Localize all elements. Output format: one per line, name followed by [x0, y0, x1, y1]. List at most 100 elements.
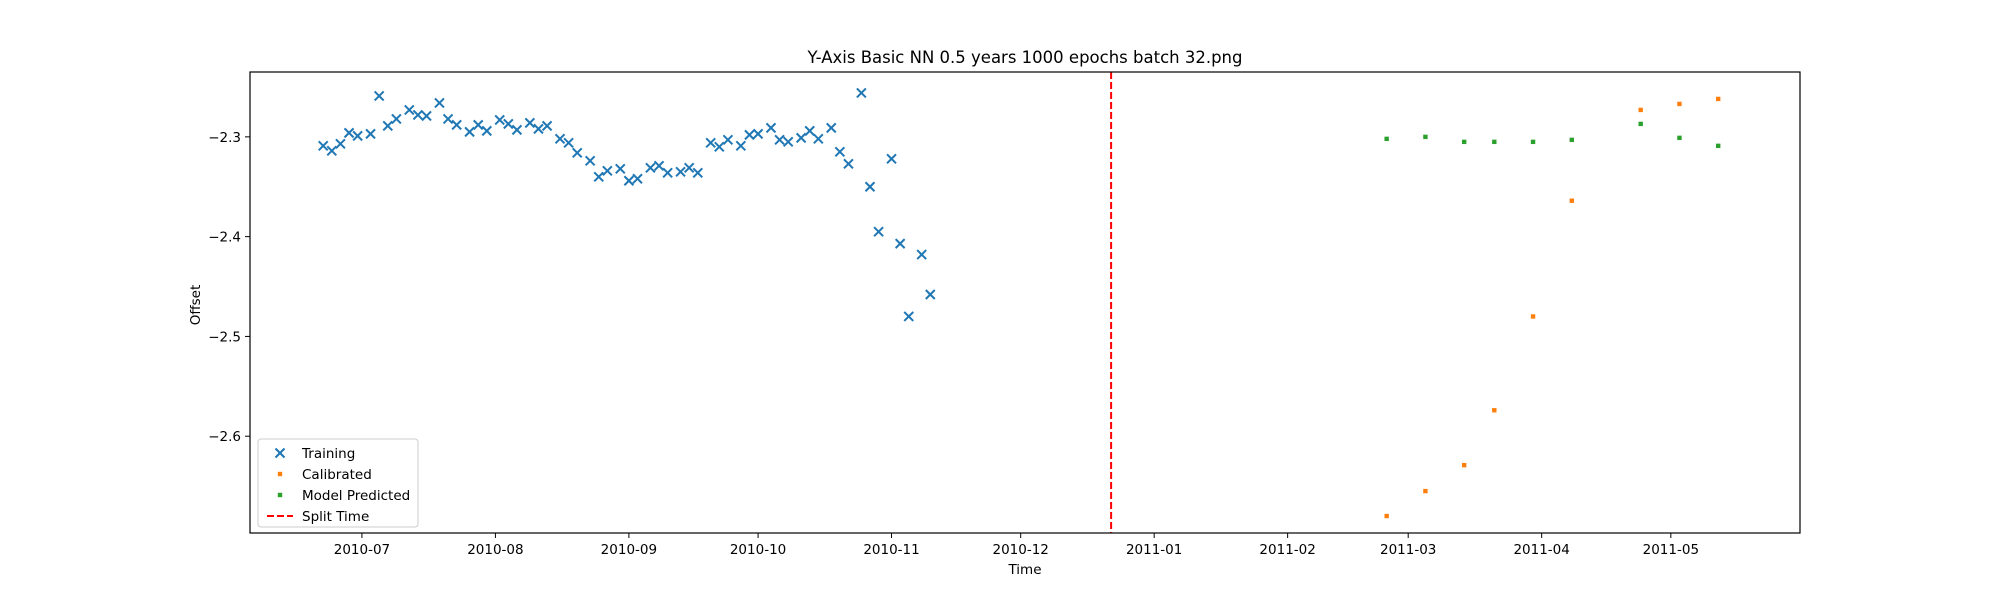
training-point	[503, 118, 514, 130]
legend-marker-calibrated	[277, 471, 283, 477]
training-point	[421, 110, 432, 122]
training-point	[916, 249, 927, 260]
calibrated-point	[1492, 408, 1497, 413]
calibrated-point	[1384, 513, 1389, 519]
training-point	[343, 127, 355, 139]
calibrated-point	[1715, 96, 1721, 102]
model-predicted-point	[1677, 135, 1682, 141]
training-point	[593, 171, 604, 182]
training-point	[464, 126, 475, 138]
model-predicted-point	[1423, 134, 1428, 140]
training-point	[744, 129, 755, 141]
calibrated-point	[1461, 462, 1467, 468]
training-point	[412, 109, 424, 121]
training-point	[584, 155, 596, 167]
x-tick-label: 2010-07	[334, 542, 390, 558]
training-point	[541, 120, 553, 132]
training-point	[804, 125, 815, 137]
training-point	[774, 134, 785, 146]
training-point	[572, 147, 583, 159]
training-point	[623, 175, 635, 186]
training-point	[481, 125, 493, 137]
model-predicted-point	[1569, 137, 1575, 143]
y-tick-label: −2.6	[208, 429, 241, 445]
calibrated-point	[1677, 101, 1682, 107]
calibrated-point	[1423, 488, 1428, 494]
training-point	[434, 97, 445, 109]
training-point	[352, 130, 363, 142]
training-point	[722, 134, 734, 146]
training-point	[782, 136, 794, 148]
plot-frame	[249, 71, 1801, 534]
training-point	[373, 90, 385, 102]
legend-marker-training	[274, 447, 286, 459]
model-predicted-point	[1492, 139, 1497, 145]
training-point	[472, 119, 484, 131]
y-tick-label: −2.5	[208, 329, 241, 345]
training-point	[554, 133, 566, 145]
legend-label-calibrated: Calibrated	[302, 467, 372, 483]
training-point	[714, 141, 725, 153]
x-axis-label: Time	[1007, 562, 1041, 578]
training-point	[843, 158, 854, 170]
chart-title: Y-Axis Basic NN 0.5 years 1000 epochs ba…	[807, 48, 1243, 67]
model-predicted-point	[1715, 143, 1721, 149]
x-tick-label: 2010-08	[467, 542, 523, 558]
legend-label-split-time: Split Time	[302, 509, 369, 525]
x-tick-label: 2010-11	[863, 542, 919, 558]
calibrated-point	[1638, 107, 1643, 113]
x-tick-label: 2010-10	[730, 542, 786, 558]
legend-label-model-predicted: Model Predicted	[302, 488, 410, 504]
y-axis-label: Offset	[188, 285, 204, 326]
x-tick-label: 2011-05	[1643, 542, 1699, 558]
training-point	[511, 124, 523, 136]
training-point	[645, 162, 656, 173]
training-point	[524, 117, 536, 129]
training-point	[925, 289, 936, 300]
model-predicted-point	[1384, 136, 1389, 142]
training-point	[317, 140, 329, 152]
training-point	[563, 137, 574, 149]
training-point	[533, 123, 544, 135]
training-point	[705, 137, 716, 149]
training-point	[752, 128, 764, 140]
y-tick-label: −2.3	[208, 130, 241, 146]
training-point	[675, 166, 686, 177]
training-point	[653, 160, 665, 172]
legend-box	[257, 438, 419, 528]
training-point	[632, 173, 643, 184]
plot-area: 2010-07 2010-08 2010-09 2010-10 2010-11 2010-…	[208, 71, 1801, 558]
training-point	[735, 140, 747, 152]
x-tick-label: 2011-02	[1259, 542, 1315, 558]
training-point	[442, 113, 454, 125]
training-point	[813, 133, 824, 145]
training-point	[886, 153, 897, 165]
x-tick-label: 2011-03	[1380, 542, 1436, 558]
model-predicted-point	[1638, 121, 1643, 127]
training-point	[494, 114, 505, 126]
training-point	[662, 167, 673, 178]
model-predicted-point	[1461, 139, 1467, 145]
x-tick-label: 2010-12	[992, 542, 1048, 558]
training-point	[602, 165, 613, 176]
calibrated-point	[1530, 314, 1536, 319]
training-point	[335, 138, 346, 150]
training-point	[615, 163, 626, 174]
training-point	[326, 145, 338, 157]
training-point	[765, 122, 777, 134]
training-point	[365, 128, 376, 140]
x-tick-label: 2011-04	[1513, 542, 1569, 558]
calibrated-point	[1569, 198, 1575, 203]
y-tick-label: −2.4	[208, 230, 241, 246]
legend-marker-model-predicted	[277, 492, 283, 498]
training-point	[873, 226, 884, 237]
training-point	[683, 162, 695, 173]
training-point	[903, 311, 914, 322]
model-predicted-point	[1530, 139, 1536, 145]
training-point	[404, 104, 415, 116]
training-point	[856, 87, 867, 99]
legend: Training Calibrated Model Predicted Split T…	[257, 438, 419, 528]
training-point	[894, 238, 906, 249]
